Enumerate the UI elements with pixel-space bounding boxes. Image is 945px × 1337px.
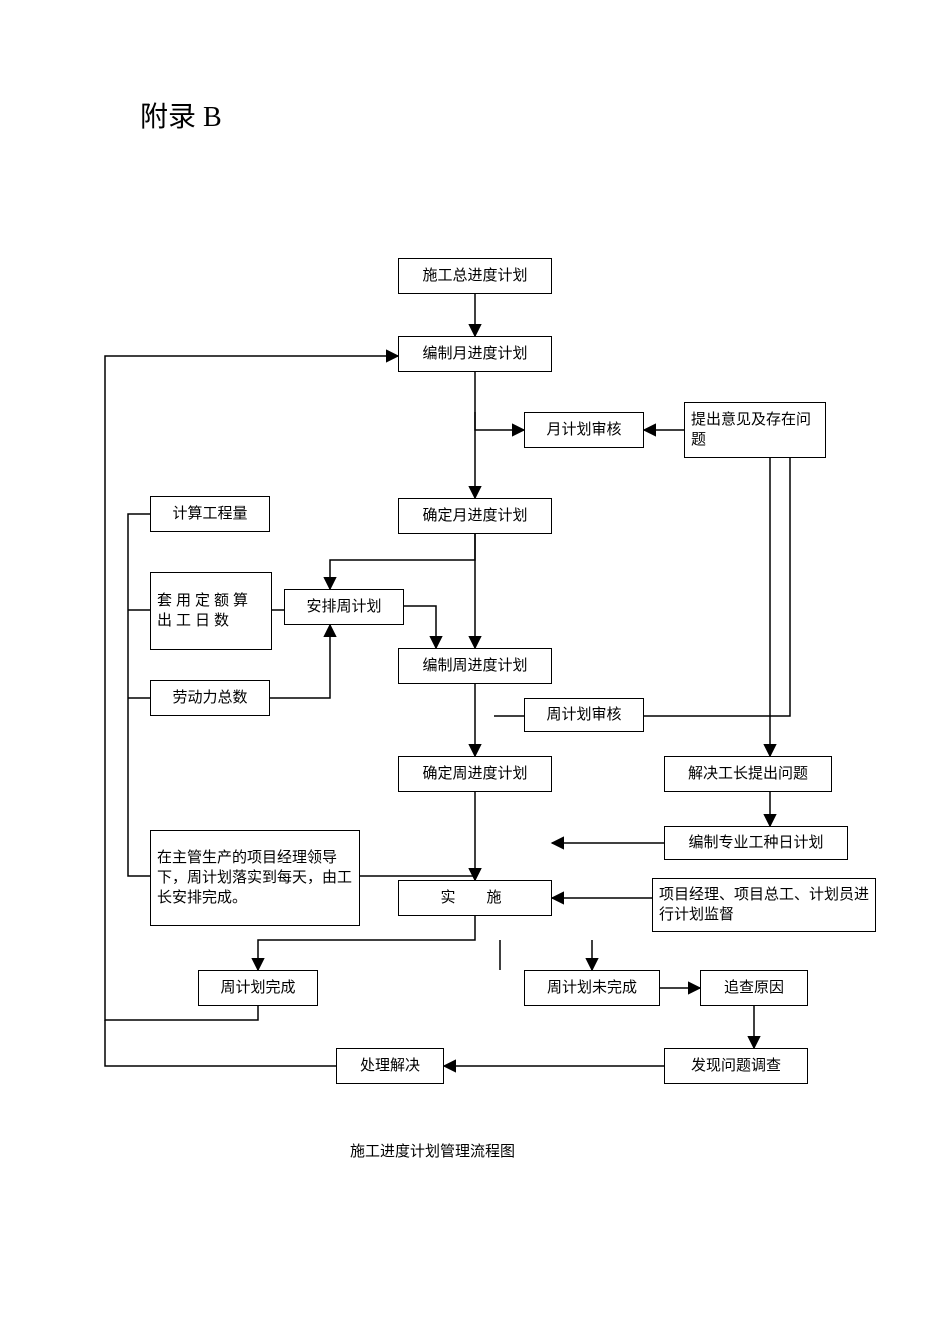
flowchart-node: 劳动力总数 xyxy=(150,680,270,716)
page: 附录 B 施工总进度计划编制月进度计划月计划审核提出意见及存在问题确定月进度计划… xyxy=(0,0,945,1337)
flowchart-node: 解决工长提出问题 xyxy=(664,756,832,792)
flowchart-node: 安排周计划 xyxy=(284,589,404,625)
flowchart-node: 套用定额算出工日数 xyxy=(150,572,272,650)
flowchart-node: 提出意见及存在问题 xyxy=(684,402,826,458)
figure-caption: 施工进度计划管理流程图 xyxy=(350,1140,515,1161)
flowchart-node: 周计划未完成 xyxy=(524,970,660,1006)
flowchart-node: 周计划审核 xyxy=(524,698,644,732)
flowchart-node: 月计划审核 xyxy=(524,412,644,448)
flowchart-node: 编制专业工种日计划 xyxy=(664,826,848,860)
flowchart-node: 发现问题调查 xyxy=(664,1048,808,1084)
flowchart-node: 项目经理、项目总工、计划员进行计划监督 xyxy=(652,878,876,932)
flowchart-node: 计算工程量 xyxy=(150,496,270,532)
flowchart-node: 确定月进度计划 xyxy=(398,498,552,534)
flowchart-node: 在主管生产的项目经理领导下，周计划落实到每天，由工长安排完成。 xyxy=(150,830,360,926)
flowchart-node: 编制周进度计划 xyxy=(398,648,552,684)
flowchart-node: 施工总进度计划 xyxy=(398,258,552,294)
flowchart-node: 确定周进度计划 xyxy=(398,756,552,792)
flowchart-node: 实 施 xyxy=(398,880,552,916)
flowchart-node: 处理解决 xyxy=(336,1048,444,1084)
flowchart-node: 追查原因 xyxy=(700,970,808,1006)
flowchart-node: 编制月进度计划 xyxy=(398,336,552,372)
flowchart-node: 周计划完成 xyxy=(198,970,318,1006)
